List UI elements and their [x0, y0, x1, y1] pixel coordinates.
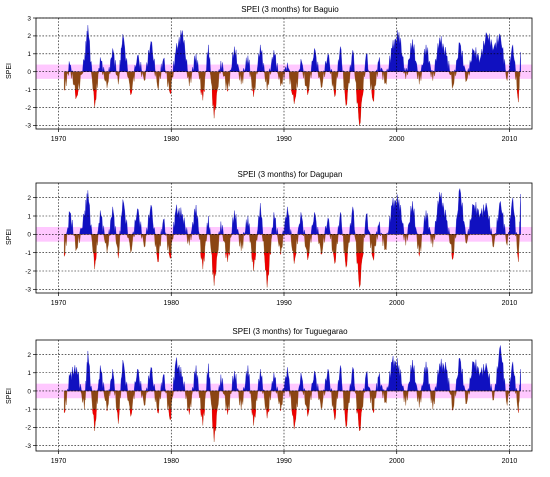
dagupan-y-tick-label: -1 [25, 250, 31, 257]
baguio-y-tick-label: -3 [25, 123, 31, 130]
dagupan-x-tick-label: 2010 [502, 300, 518, 307]
baguio-x-tick-label: 2000 [389, 136, 405, 143]
dagupan-panel: SPEI (3 months) for Dagupan SPEI -3 -2 -1 0… [6, 170, 533, 307]
baguio-negative-area [64, 71, 521, 126]
baguio-y-tick-label: 1 [27, 51, 31, 58]
baguio-x-tick-label: 1970 [51, 136, 67, 143]
tuguegarao-y-tick-label: 1 [27, 370, 31, 377]
dagupan-x-tick-label: 1990 [276, 300, 292, 307]
dagupan-negative-area [64, 233, 521, 288]
tuguegarao-panel: SPEI (3 months) for Tuguegarao SPEI -3 -2… [6, 327, 533, 465]
dagupan-y-tick-label: -2 [25, 268, 31, 275]
tuguegarao-y-tick-label: -1 [25, 406, 31, 413]
dagupan-x-tick-label: 1980 [163, 300, 179, 307]
dagupan-y-tick-label: 0 [27, 232, 31, 239]
tuguegarao-severe-drought-area [64, 409, 521, 442]
tuguegarao-x-tick-label: 1980 [163, 458, 179, 465]
tuguegarao-y-tick-label: -3 [25, 443, 31, 450]
dagupan-x-tick-label: 1970 [51, 300, 67, 307]
dagupan-y-tick-label: 2 [27, 195, 31, 202]
baguio-chart-title: SPEI (3 months) for Baguio [241, 5, 339, 14]
baguio-y-tick-label: 3 [27, 15, 31, 22]
baguio-y-axis-label: SPEI [6, 63, 13, 79]
tuguegarao-y-tick-label: -2 [25, 425, 31, 432]
baguio-x-tick-label: 2010 [502, 136, 518, 143]
tuguegarao-x-tick-label: 1990 [276, 458, 292, 465]
tuguegarao-x-tick-label: 2010 [502, 458, 518, 465]
baguio-y-tick-label: 0 [27, 69, 31, 76]
dagupan-y-tick-label: 1 [27, 213, 31, 220]
baguio-x-tick-label: 1980 [163, 136, 179, 143]
tuguegarao-x-tick-label: 1970 [51, 458, 67, 465]
tuguegarao-y-tick-label: 0 [27, 388, 31, 395]
tuguegarao-x-tick-label: 2000 [389, 458, 405, 465]
baguio-y-tick-label: -1 [25, 87, 31, 94]
baguio-panel: SPEI (3 months) for Baguio SPEI -3 -2 -1 0 1… [6, 5, 533, 143]
dagupan-chart-title: SPEI (3 months) for Dagupan [238, 170, 343, 179]
tuguegarao-y-tick-label: 2 [27, 352, 31, 359]
baguio-x-tick-label: 1990 [276, 136, 292, 143]
baguio-y-tick-label: -2 [25, 105, 31, 112]
dagupan-x-tick-label: 2000 [389, 300, 405, 307]
dagupan-y-axis-label: SPEI [6, 229, 13, 245]
tuguegarao-chart-title: SPEI (3 months) for Tuguegarao [232, 327, 348, 336]
baguio-y-tick-label: 2 [27, 33, 31, 40]
dagupan-severe-drought-area [64, 252, 521, 288]
dagupan-y-tick-label: -3 [25, 287, 31, 294]
tuguegarao-y-axis-label: SPEI [6, 388, 13, 404]
tuguegarao-negative-area [64, 390, 521, 442]
